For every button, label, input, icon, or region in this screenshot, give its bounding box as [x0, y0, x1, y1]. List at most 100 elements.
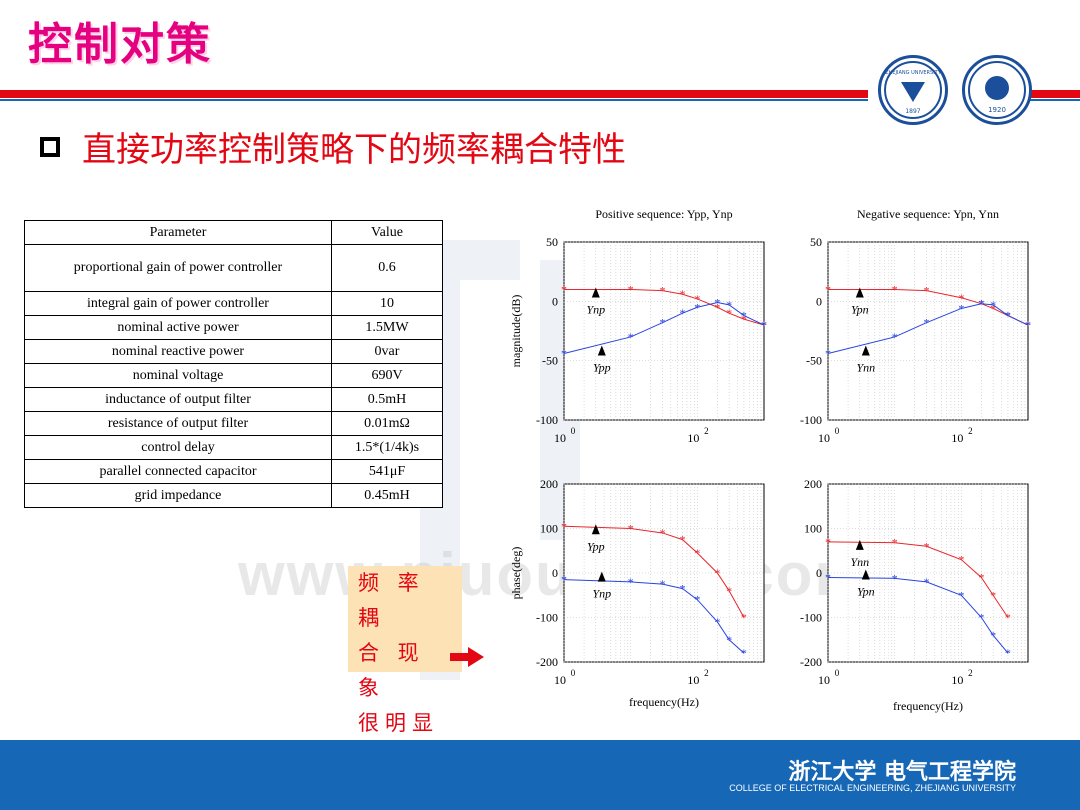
y-tick-label: -100 [536, 611, 558, 625]
arrow-up-icon [855, 539, 864, 550]
x-tick-label: 10 [818, 673, 830, 687]
series-point: * [990, 301, 996, 315]
series-point: * [1005, 646, 1011, 660]
bullet-square-icon [40, 136, 60, 157]
table-row: control delay 1.5*(1/4k)s [24, 435, 443, 460]
parameter-cell: parallel connected capacitor [24, 459, 332, 484]
curve-label: Ypp [593, 361, 611, 375]
y-tick-label: -50 [542, 354, 558, 368]
curve-label: Ypn [857, 584, 875, 598]
parameter-table: Parameter Value proportional gain of pow… [24, 220, 443, 508]
series-point: * [761, 318, 767, 332]
parameter-cell: nominal active power [24, 315, 332, 340]
series-point: * [923, 284, 929, 298]
plot-frame [563, 241, 765, 421]
series-point: * [726, 633, 732, 647]
series-line [827, 541, 1009, 618]
x-tick-label: 10 [687, 431, 699, 445]
series-point: * [741, 646, 747, 660]
table-header-value: Value [331, 220, 443, 245]
table-row: grid impedance 0.45mH [24, 483, 443, 508]
x-tick-label: 10 [818, 431, 830, 445]
series-point: * [825, 535, 831, 549]
y-tick-label: 50 [546, 235, 558, 249]
series-point: * [680, 533, 686, 547]
y-tick-label: 0 [552, 566, 558, 580]
value-cell: 541μF [331, 459, 443, 484]
x-tick-label: 10 [687, 673, 699, 687]
value-cell: 0.6 [331, 244, 443, 292]
arrow-up-icon [597, 571, 606, 582]
series-point: * [1025, 318, 1031, 332]
section-heading: 直接功率控制策略下的频率耦合特性 [40, 122, 626, 171]
arrow-up-icon [591, 524, 600, 535]
coupling-callout: 频 率 耦 合 现 象 很明显 [348, 566, 462, 735]
series-point: * [892, 330, 898, 344]
series-point: * [825, 570, 831, 584]
arrow-up-icon [597, 345, 606, 356]
series-point: * [659, 526, 665, 540]
x-tick-exponent: 0 [835, 668, 840, 678]
series-point: * [680, 306, 686, 320]
arrow-up-icon [855, 287, 864, 298]
parameter-cell: proportional gain of power controller [24, 244, 332, 292]
series-point: * [990, 298, 996, 312]
series-line [827, 576, 1009, 654]
series-point: * [659, 284, 665, 298]
x-tick-exponent: 0 [571, 668, 576, 678]
table-row: parallel connected capacitor 541μF [24, 459, 443, 484]
series-point: * [741, 611, 747, 625]
value-cell: 0var [331, 339, 443, 364]
series-point: * [628, 282, 634, 296]
table-header-parameter: Parameter [24, 220, 332, 245]
y-tick-label: 100 [804, 522, 822, 536]
curve-label: Ynn [850, 555, 869, 569]
table-row: nominal active power 1.5MW [24, 315, 443, 340]
x-tick-label: 10 [951, 673, 963, 687]
series-point: * [741, 312, 747, 326]
y-axis-label-magnitude: magnitude(dB) [509, 295, 523, 368]
series-point: * [714, 300, 720, 314]
series-point: * [694, 300, 700, 314]
footer-band [0, 740, 1080, 810]
series-point: * [628, 522, 634, 536]
series-point: * [680, 582, 686, 596]
callout-line: 合 现 象 [358, 641, 425, 700]
y-tick-label: 50 [810, 235, 822, 249]
series-point: * [1005, 309, 1011, 323]
header-band [0, 90, 1080, 101]
series-point: * [892, 282, 898, 296]
value-cell: 1.5MW [331, 315, 443, 340]
table-row: inductance of output filter 0.5mH [24, 387, 443, 412]
series-point: * [726, 584, 732, 598]
parameter-cell: control delay [24, 435, 332, 460]
series-point: * [714, 615, 720, 629]
curve-label: Ynn [856, 361, 875, 375]
series-line [827, 303, 1029, 355]
curve-label: Ypp [587, 539, 605, 553]
series-point: * [958, 291, 964, 305]
zju-logo: 1897 ZHEJIANG UNIVERSITY [878, 55, 948, 125]
value-cell: 0.01mΩ [331, 411, 443, 436]
y-tick-label: 200 [804, 477, 822, 491]
college-logo-year: 1920 [988, 106, 1006, 114]
value-cell: 0.5mH [331, 387, 443, 412]
table-row: integral gain of power controller 10 [24, 291, 443, 316]
series-point: * [978, 570, 984, 584]
curve-label: Ynp [586, 302, 605, 316]
callout-line: 频 率 耦 [358, 571, 425, 630]
callout-line: 很明显 [358, 711, 439, 735]
y-tick-label: 200 [540, 477, 558, 491]
x-tick-label: 10 [554, 673, 566, 687]
series-line [564, 288, 765, 326]
zju-logo-text: ZHEJIANG UNIVERSITY [885, 70, 942, 76]
series-point: * [561, 282, 567, 296]
series-point: * [958, 301, 964, 315]
series-point: * [680, 287, 686, 301]
series-point: * [659, 316, 665, 330]
parameter-cell: inductance of output filter [24, 387, 332, 412]
parameter-cell: nominal voltage [24, 363, 332, 388]
series-point: * [923, 575, 929, 589]
y-tick-label: -50 [806, 354, 822, 368]
